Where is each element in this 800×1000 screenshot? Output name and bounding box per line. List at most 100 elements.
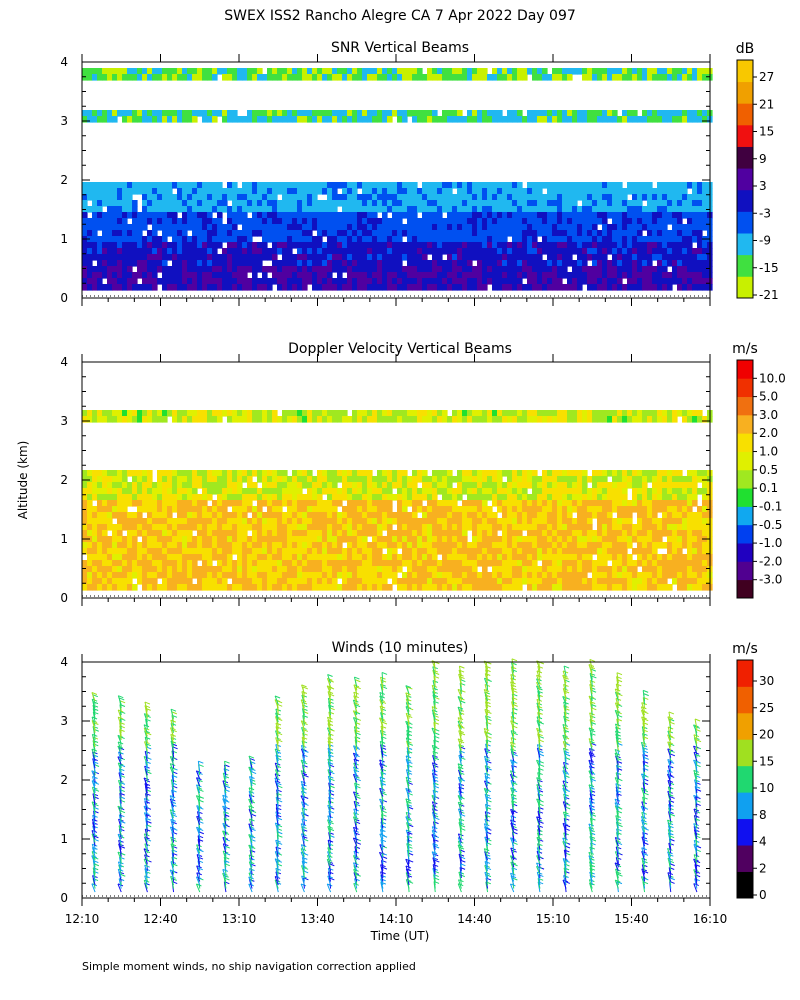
colorbar-swatch	[737, 233, 753, 256]
heatmap-cell	[657, 230, 663, 237]
heatmap-cell	[392, 110, 398, 117]
heatmap-cell	[587, 194, 593, 201]
heatmap-cell	[182, 584, 188, 591]
heatmap-cell	[497, 584, 503, 591]
heatmap-cell	[107, 260, 113, 267]
heatmap-cell	[122, 572, 128, 579]
heatmap-cell	[372, 512, 378, 519]
heatmap-cell	[262, 278, 268, 285]
heatmap-cell	[692, 272, 698, 279]
heatmap-cell	[382, 218, 388, 225]
y-tick-label: 4	[60, 55, 68, 69]
heatmap-cell	[232, 584, 238, 591]
heatmap-cell	[382, 566, 388, 573]
heatmap-cell	[427, 200, 433, 207]
heatmap-cell	[127, 206, 133, 213]
heatmap-cell	[97, 236, 103, 243]
heatmap-cell	[692, 230, 698, 237]
heatmap-cell	[152, 116, 158, 123]
heatmap-cell	[647, 266, 653, 273]
heatmap-cell	[452, 584, 458, 591]
heatmap-cell	[397, 254, 403, 261]
heatmap-cell	[662, 116, 668, 123]
heatmap-cell	[192, 572, 198, 579]
heatmap-cell	[237, 200, 243, 207]
heatmap-cell	[557, 68, 563, 75]
heatmap-cell	[427, 284, 433, 291]
heatmap-cell	[342, 518, 348, 525]
heatmap-cell	[597, 482, 603, 489]
heatmap-cell	[332, 206, 338, 213]
heatmap-cell	[137, 182, 143, 189]
heatmap-cell	[542, 512, 548, 519]
heatmap-cell	[642, 248, 648, 255]
heatmap-cell	[427, 536, 433, 543]
heatmap-cell	[107, 68, 113, 75]
heatmap-cell	[342, 254, 348, 261]
heatmap-cell	[257, 554, 263, 561]
heatmap-cell	[202, 182, 208, 189]
heatmap-cell	[442, 542, 448, 549]
heatmap-cell	[497, 416, 503, 423]
heatmap-cell	[122, 554, 128, 561]
heatmap-cell	[427, 206, 433, 213]
heatmap-cell	[472, 548, 478, 555]
heatmap-cell	[702, 182, 708, 189]
heatmap-cell	[507, 254, 513, 261]
heatmap-cell	[627, 212, 633, 219]
heatmap-cell	[532, 416, 538, 423]
heatmap-cell	[262, 266, 268, 273]
heatmap-cell	[247, 476, 253, 483]
heatmap-cell	[302, 116, 308, 123]
heatmap-cell	[307, 578, 313, 585]
colorbar-label: 15	[759, 125, 774, 139]
heatmap-cell	[362, 488, 368, 495]
heatmap-cell	[147, 584, 153, 591]
heatmap-cell	[492, 212, 498, 219]
heatmap-cell	[637, 116, 643, 123]
heatmap-cell	[432, 470, 438, 477]
heatmap-cell	[347, 206, 353, 213]
heatmap-cell	[152, 212, 158, 219]
heatmap-cell	[142, 200, 148, 207]
heatmap-cell	[507, 242, 513, 249]
heatmap-cell	[312, 518, 318, 525]
heatmap-cell	[247, 536, 253, 543]
heatmap-cell	[177, 536, 183, 543]
heatmap-cell	[512, 194, 518, 201]
heatmap-cell	[397, 482, 403, 489]
heatmap-cell	[227, 566, 233, 573]
heatmap-cell	[412, 116, 418, 123]
heatmap-cell	[462, 572, 468, 579]
heatmap-cell	[592, 266, 598, 273]
heatmap-cell	[347, 416, 353, 423]
heatmap-cell	[137, 116, 143, 123]
heatmap-cell	[552, 410, 558, 417]
heatmap-cell	[377, 206, 383, 213]
heatmap-cell	[297, 536, 303, 543]
heatmap-cell	[322, 566, 328, 573]
heatmap-cell	[622, 212, 628, 219]
heatmap-cell	[377, 548, 383, 555]
heatmap-cell	[187, 278, 193, 285]
heatmap-cell	[352, 410, 358, 417]
heatmap-cell	[312, 512, 318, 519]
heatmap-cell	[237, 542, 243, 549]
heatmap-cell	[547, 212, 553, 219]
heatmap-cell	[452, 218, 458, 225]
heatmap-cell	[532, 506, 538, 513]
heatmap-cell	[92, 230, 98, 237]
heatmap-cell	[442, 578, 448, 585]
heatmap-cell	[282, 278, 288, 285]
heatmap-cell	[387, 218, 393, 225]
heatmap-cell	[552, 74, 558, 81]
heatmap-cell	[527, 578, 533, 585]
heatmap-cell	[492, 248, 498, 255]
heatmap-cell	[357, 524, 363, 531]
heatmap-cell	[162, 518, 168, 525]
heatmap-cell	[652, 206, 658, 213]
heatmap-cell	[687, 260, 693, 267]
heatmap-cell	[397, 248, 403, 255]
heatmap-cell	[272, 572, 278, 579]
heatmap-cell	[672, 278, 678, 285]
